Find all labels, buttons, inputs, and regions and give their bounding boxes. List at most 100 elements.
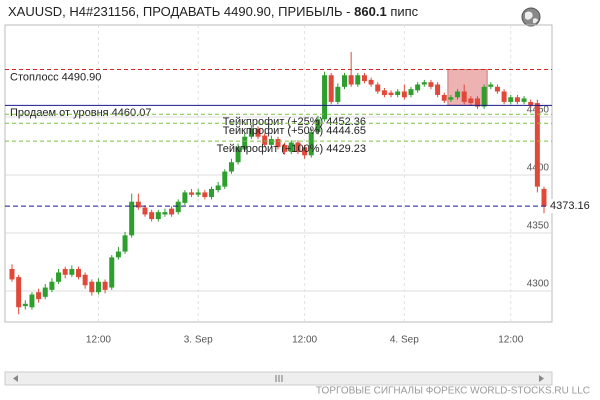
current-price-label: 4373.16 (550, 200, 590, 212)
candle-body (122, 235, 128, 252)
candle-body (441, 94, 447, 101)
candle-body (288, 142, 294, 152)
candle-body (109, 257, 115, 288)
candle-body (368, 79, 374, 85)
candle-body (461, 91, 467, 102)
candle-body (115, 251, 121, 258)
candle-body (162, 212, 168, 215)
candle-body (275, 139, 281, 148)
candle-body (248, 128, 254, 137)
candle-body (408, 89, 414, 95)
candle-body (355, 75, 361, 85)
candle-body (129, 201, 135, 236)
candle-body (308, 132, 314, 156)
candle-body (388, 92, 394, 95)
candle-body (235, 147, 241, 163)
candle-body (189, 192, 195, 195)
candle-body (468, 98, 474, 104)
candle-body (322, 75, 328, 120)
position-zone (447, 69, 488, 106)
candle-body (335, 86, 341, 102)
candle-body (521, 98, 527, 102)
candle-body (69, 268, 75, 275)
candle-body (95, 281, 101, 293)
candle-body (302, 147, 308, 156)
candle-body (348, 75, 354, 85)
current-price-box (548, 199, 596, 214)
candle-body (9, 268, 15, 280)
candle-body (76, 268, 81, 278)
candle-body (361, 75, 367, 82)
candle-body (541, 188, 547, 207)
candle-body (315, 119, 321, 133)
candle-body (381, 90, 387, 95)
candle-body (42, 287, 48, 297)
y-tick-label: 4350 (527, 221, 550, 232)
candle-body (169, 208, 175, 215)
x-tick-label: 12:00 (292, 335, 317, 346)
candle-body (295, 142, 301, 152)
y-tick-label: 4300 (527, 279, 550, 290)
candle-body (395, 91, 401, 95)
candle-body (56, 272, 62, 282)
level-label: Стоплосс 4490.90 (10, 71, 101, 83)
candle-body (494, 86, 500, 92)
candle-body (508, 97, 514, 102)
candle-body (268, 139, 274, 145)
candle-body (82, 274, 88, 286)
profit: 860.1 (354, 4, 387, 19)
candle-body (401, 91, 407, 98)
profit-unit: пипс (390, 4, 418, 19)
candle-body (142, 207, 148, 215)
level-label: Тейкпрофит (+50%) 4444.65 (223, 125, 366, 137)
candle-body (435, 84, 441, 95)
candle-body (215, 185, 221, 191)
candle-body (488, 84, 494, 87)
candle-body (282, 144, 288, 152)
candle-body (202, 192, 208, 198)
candle-body (155, 212, 161, 220)
candle-body (255, 128, 261, 137)
candle-body (242, 136, 248, 150)
candle-body (22, 303, 28, 307)
x-tick-label: 12:00 (498, 335, 523, 346)
candle-body (428, 82, 434, 87)
candle-body (342, 75, 347, 87)
candle-body (36, 292, 42, 300)
candle-body (195, 192, 201, 195)
level-label: Тейкпрофит (+25%) 4452.36 (223, 116, 366, 128)
candle-body (514, 97, 520, 102)
candle-body (534, 103, 540, 187)
candle-body (421, 82, 427, 85)
candle-body (209, 188, 214, 198)
candle-body (102, 281, 108, 290)
plot-frame (4, 24, 553, 323)
candle-body (175, 201, 181, 213)
x-tick-label: 12:00 (86, 335, 111, 346)
candle-body (135, 201, 141, 208)
candle-body (62, 268, 68, 275)
candle-body (222, 171, 228, 187)
candle-body (528, 101, 534, 106)
candle-body (455, 91, 461, 98)
chart-title: XAUUSD, H4#231156, ПРОДАВАТЬ 4490.90, ПР… (8, 4, 419, 19)
candle-body (475, 98, 480, 107)
footer: ТОРГОВЫЕ СИГНАЛЫ ФОРЕКС WORLD-STOCKS.RU … (316, 386, 590, 397)
level-label: Тейкпрофит (+100%) 4429.23 (217, 143, 366, 155)
candle-body (501, 91, 507, 102)
globe-icon[interactable] (521, 7, 541, 27)
candle-body (415, 84, 421, 91)
candle-body (228, 162, 234, 172)
candle-body (149, 212, 155, 220)
candle-body (328, 75, 334, 102)
title-text: XAUUSD, H4#231156, ПРОДАВАТЬ 4490.90, ПР… (8, 4, 351, 19)
scrollbar[interactable] (4, 371, 553, 386)
candle-body (49, 281, 55, 290)
candle-body (16, 277, 22, 308)
candle-body (89, 281, 95, 293)
candle-body (375, 84, 381, 92)
